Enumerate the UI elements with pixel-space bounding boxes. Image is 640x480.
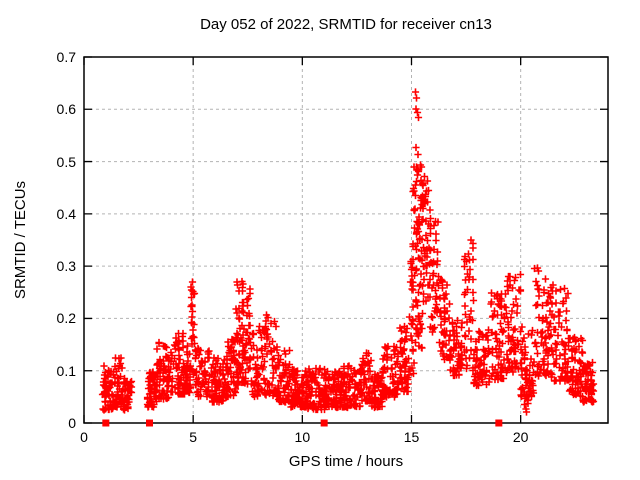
plot-frame xyxy=(83,56,609,424)
x-tick-label: 0 xyxy=(80,429,88,445)
baseline-flag-marker xyxy=(102,419,110,427)
x-tick-label: 20 xyxy=(512,429,529,445)
y-tick-label: 0.6 xyxy=(56,101,76,118)
scatter-points xyxy=(98,88,598,416)
y-tick-label: 0.1 xyxy=(56,362,76,379)
chart-title: Day 052 of 2022, SRMTID for receiver cn1… xyxy=(200,16,492,33)
x-tick-label: 10 xyxy=(294,429,311,445)
y-tick-label: 0.2 xyxy=(56,310,76,327)
y-tick-label: 0.3 xyxy=(56,258,76,275)
grid-lines xyxy=(84,57,608,423)
baseline-flag-marker xyxy=(320,419,328,427)
y-tick-label: 0.5 xyxy=(56,153,76,170)
x-axis-label: GPS time / hours xyxy=(288,453,404,470)
y-tick-label: 0.7 xyxy=(56,49,76,65)
x-tick-label: 15 xyxy=(403,429,420,445)
y-axis-label: SRMTID / TECUs xyxy=(12,180,29,300)
baseline-flag-marker xyxy=(146,419,153,427)
baseline-flag-marker xyxy=(495,419,503,427)
y-tick-label: 0.4 xyxy=(56,205,76,222)
y-tick-label: 0 xyxy=(68,415,76,431)
x-tick-label: 5 xyxy=(189,429,198,445)
